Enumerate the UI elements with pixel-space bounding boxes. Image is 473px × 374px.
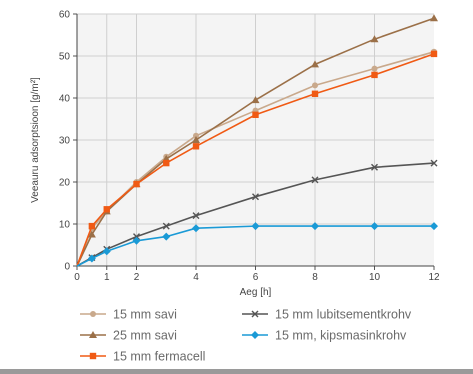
data-point	[252, 111, 259, 118]
data-point	[311, 90, 319, 97]
legend-item: 15 mm lubitsementkrohv	[242, 308, 412, 322]
data-point	[133, 233, 140, 241]
x-marker-stroke	[311, 176, 319, 184]
legend-label: 25 mm savi	[113, 329, 177, 343]
axes	[73, 13, 435, 270]
legend-label: 15 mm, kipsmasinkrohv	[275, 329, 407, 343]
data-point	[102, 247, 111, 256]
data-point	[371, 163, 378, 171]
y-axis-label: Veeauru adsorptsioon [g/m²]	[30, 77, 41, 203]
data-point	[430, 159, 438, 167]
data-point	[162, 232, 171, 241]
data-point	[192, 224, 200, 233]
y-tick-label: 0	[64, 262, 70, 273]
x-tick-label: 12	[428, 272, 440, 283]
y-tick-label: 30	[59, 136, 71, 147]
data-point	[370, 222, 379, 231]
legend-item: 15 mm, kipsmasinkrohv	[242, 329, 407, 343]
x-tick-label: 1	[104, 272, 110, 283]
x-tick-label: 10	[369, 272, 381, 283]
legend-label: 15 mm fermacell	[113, 350, 205, 364]
series-lines	[76, 14, 438, 267]
series-line	[76, 17, 435, 267]
legend-item: 15 mm savi	[80, 308, 177, 322]
legend-item: 25 mm savi	[80, 329, 177, 343]
x-marker-stroke	[430, 159, 438, 167]
data-point	[252, 193, 259, 201]
data-point	[312, 82, 318, 89]
data-point	[430, 14, 438, 22]
legend-marker	[89, 352, 97, 360]
data-point	[251, 96, 260, 104]
y-tick-label: 50	[59, 52, 71, 63]
series-line	[76, 225, 434, 267]
legend-label: 15 mm lubitsementkrohv	[275, 308, 412, 322]
series-15-mm-fermacell	[76, 50, 438, 267]
series-line	[76, 51, 435, 267]
y-tick-label: 60	[59, 10, 71, 21]
y-tick-label: 20	[59, 178, 71, 189]
x-tick-labels: 0 1 2 4 6 8 10 12	[74, 272, 440, 283]
series-15-mm-kipsmasinkrohv	[76, 222, 438, 267]
y-tick-label: 10	[59, 220, 71, 231]
data-point	[87, 254, 96, 263]
data-point	[371, 65, 378, 72]
x-marker-stroke	[162, 222, 170, 230]
x-tick-label: 6	[253, 272, 259, 283]
legend-marker	[251, 310, 259, 318]
series-line	[76, 162, 435, 267]
y-tick-label: 40	[59, 94, 71, 105]
legend: 15 mm savi 25 mm savi 15 mm fermacell 15 mm…	[80, 308, 412, 364]
y-tick-labels: 0 10 20 30 40 50 60	[59, 10, 71, 273]
data-point	[192, 212, 200, 220]
data-point	[371, 71, 378, 79]
x-tick-label: 8	[312, 272, 318, 283]
bottom-bar	[0, 369, 473, 374]
x-marker-stroke	[133, 233, 140, 241]
data-point	[192, 143, 200, 150]
x-tick-label: 2	[134, 272, 140, 283]
data-point	[251, 222, 260, 231]
x-marker-stroke	[192, 212, 200, 220]
x-marker-stroke	[252, 193, 259, 201]
data-point	[88, 222, 96, 230]
data-point	[192, 136, 200, 143]
x-tick-label: 0	[74, 272, 80, 283]
x-marker-stroke	[251, 310, 259, 318]
series-line	[76, 53, 435, 267]
legend-marker	[89, 331, 97, 338]
x-tick-label: 4	[193, 272, 199, 283]
data-point	[132, 236, 141, 245]
data-point	[430, 222, 438, 231]
legend-item: 15 mm fermacell	[80, 350, 205, 364]
data-point	[193, 132, 199, 139]
data-point	[311, 60, 319, 68]
data-point	[103, 206, 110, 213]
data-point	[370, 35, 379, 43]
x-marker-stroke	[371, 163, 378, 171]
data-point	[163, 159, 170, 167]
data-point	[133, 180, 140, 188]
data-point	[430, 50, 438, 58]
data-point	[311, 222, 319, 231]
data-point	[311, 176, 319, 184]
legend-marker	[251, 331, 259, 339]
data-point	[87, 230, 96, 238]
legend-label: 15 mm savi	[113, 308, 177, 322]
legend-marker	[90, 311, 96, 317]
data-point	[162, 222, 170, 230]
x-axis-label: Aeg [h]	[240, 287, 272, 298]
